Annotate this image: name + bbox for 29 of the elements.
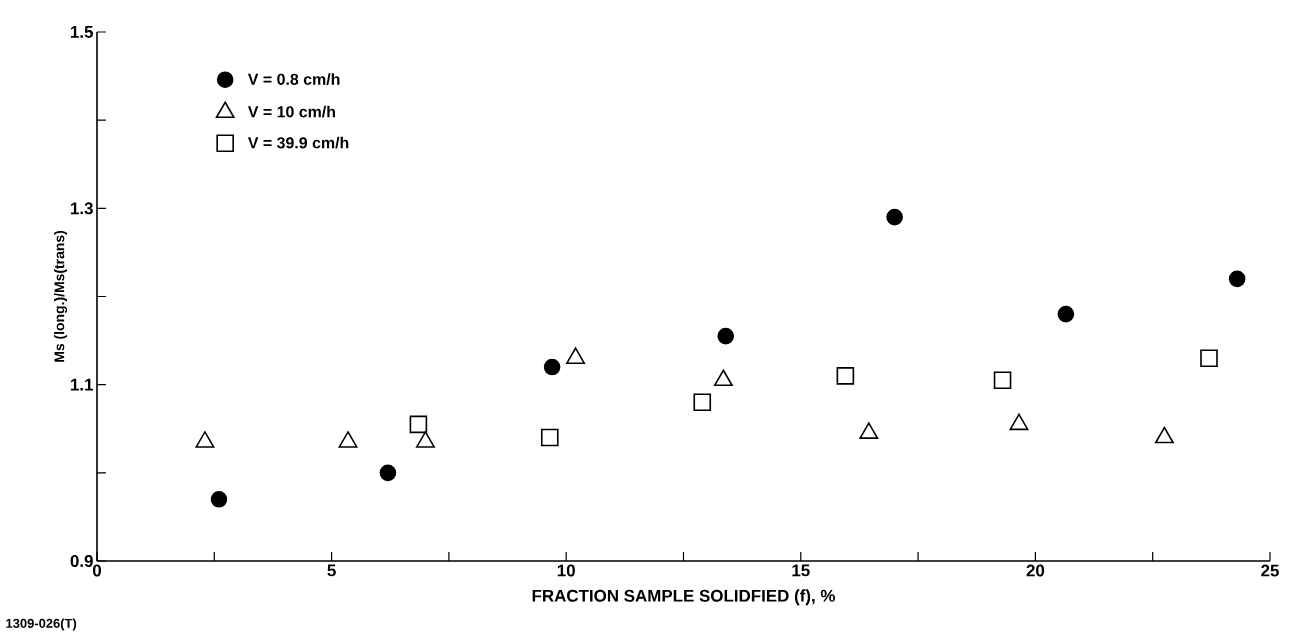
y-tick-label: 1.3 xyxy=(71,202,93,215)
y-axis-title: Ms (long.)/Ms(trans) xyxy=(54,230,68,362)
legend-label: V = 10 cm/h xyxy=(247,105,335,118)
y-tick-label: 0.9 xyxy=(70,555,93,567)
point xyxy=(1200,349,1218,368)
point xyxy=(1228,270,1246,288)
point xyxy=(993,371,1012,390)
point xyxy=(543,358,561,376)
x-tick-label: 5 xyxy=(327,564,336,577)
x-tick-label: 15 xyxy=(792,564,810,577)
point xyxy=(409,415,428,434)
legend-label: V = 0.8 cm/h xyxy=(247,73,340,86)
y-tick-label: 1.5 xyxy=(71,26,94,38)
x-axis-title: FRACTION SAMPLE SOLIDFIED (f), % xyxy=(532,589,835,606)
point xyxy=(693,393,712,412)
point xyxy=(379,464,397,482)
point xyxy=(836,367,855,385)
legend-label: V = 39.9 cm/h xyxy=(247,136,349,149)
point xyxy=(210,490,228,508)
point xyxy=(1057,305,1075,323)
point xyxy=(717,327,735,345)
point xyxy=(886,208,903,226)
x-tick-label: 20 xyxy=(1026,564,1045,577)
text: 1309-026(T) xyxy=(6,618,77,631)
point xyxy=(540,428,559,447)
x-tick-label: 0 xyxy=(92,564,102,577)
x-tick-label: 25 xyxy=(1261,564,1279,577)
x-tick-label: 10 xyxy=(557,564,575,577)
y-tick-label: 1.1 xyxy=(71,378,94,391)
